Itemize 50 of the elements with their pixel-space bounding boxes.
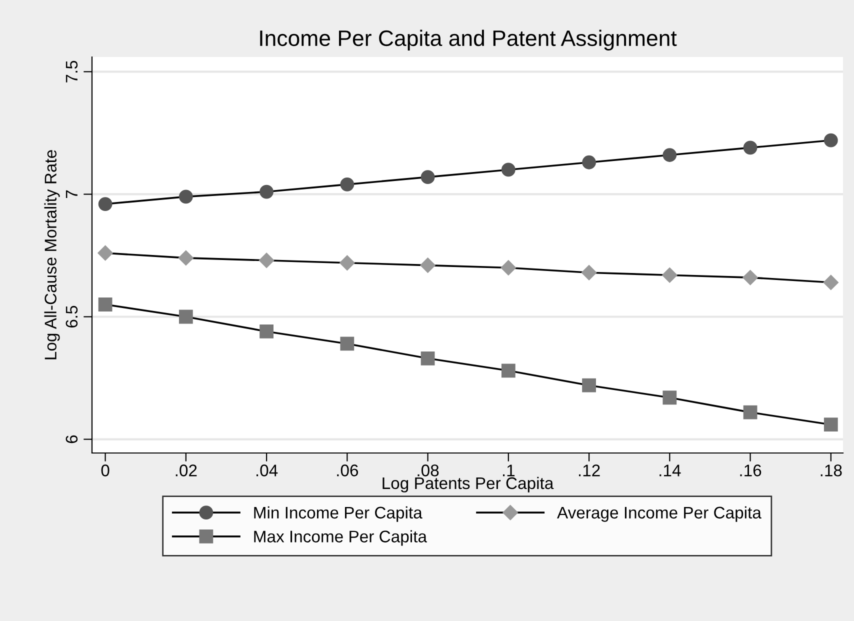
point bbox=[340, 336, 354, 351]
point bbox=[501, 162, 516, 177]
x-axis-title: Log Patents Per Capita bbox=[382, 476, 554, 492]
point bbox=[98, 197, 112, 211]
point bbox=[340, 255, 355, 270]
x-tick-label: .18 bbox=[820, 464, 842, 476]
point bbox=[500, 260, 516, 276]
y-tick-label: 6.5 bbox=[66, 306, 78, 328]
legend-label: Max Income Per Capita bbox=[254, 530, 427, 546]
point bbox=[823, 274, 838, 290]
point bbox=[743, 405, 758, 420]
point bbox=[340, 177, 354, 192]
point bbox=[178, 190, 193, 204]
x-tick-label: .12 bbox=[578, 464, 600, 476]
x-tick-label: .06 bbox=[337, 464, 358, 476]
y-tick-label: 7 bbox=[66, 190, 78, 198]
x-tick-label: .16 bbox=[740, 464, 762, 476]
point bbox=[743, 140, 758, 155]
point bbox=[420, 170, 435, 184]
point bbox=[742, 270, 758, 286]
point bbox=[662, 148, 677, 162]
point bbox=[581, 265, 597, 280]
y-axis-title: Log All-Cause Mortality Rate bbox=[44, 150, 60, 360]
y-tick-label: 6 bbox=[66, 435, 78, 444]
point bbox=[662, 390, 677, 405]
point bbox=[178, 310, 193, 324]
point bbox=[824, 418, 838, 432]
x-tick-label: .14 bbox=[660, 464, 681, 476]
x-tick-label: .08 bbox=[418, 464, 439, 476]
chart-title: Income Per Capita and Patent Assignment bbox=[260, 30, 677, 50]
point bbox=[420, 351, 435, 366]
point bbox=[178, 250, 194, 266]
point bbox=[98, 298, 112, 312]
point bbox=[420, 258, 436, 273]
x-tick-label: .1 bbox=[502, 464, 515, 476]
point bbox=[582, 155, 596, 170]
legend-label: Min Income Per Capita bbox=[254, 506, 422, 522]
point bbox=[98, 245, 113, 261]
point bbox=[260, 184, 274, 199]
point bbox=[260, 324, 274, 338]
legend-label: Average Income Per Capita bbox=[557, 506, 762, 522]
x-tick-label: .04 bbox=[256, 464, 278, 476]
x-tick-label: .02 bbox=[176, 464, 197, 476]
point bbox=[258, 252, 274, 268]
point bbox=[582, 378, 596, 392]
y-tick-label: 7.5 bbox=[66, 60, 78, 82]
x-tick-label: 0 bbox=[101, 464, 110, 476]
point bbox=[501, 364, 516, 378]
point bbox=[662, 268, 678, 283]
point bbox=[824, 133, 838, 148]
